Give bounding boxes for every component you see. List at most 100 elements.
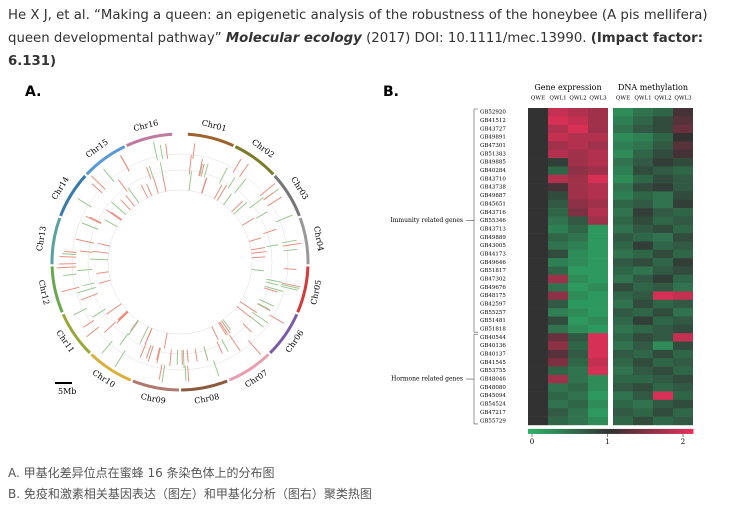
heat-cell (528, 116, 548, 125)
colorbar-segment (594, 428, 598, 434)
site-tick (266, 278, 283, 283)
site-tick (201, 177, 208, 194)
heat-cell (673, 408, 693, 417)
heat-cell (673, 216, 693, 226)
heat-cell (588, 399, 608, 409)
heat-cell (633, 233, 653, 242)
group-bracket (466, 108, 478, 333)
site-tick (90, 258, 109, 261)
site-tick (200, 163, 205, 177)
site-tick (203, 346, 208, 360)
heat-cell (613, 141, 633, 150)
heat-cell (568, 299, 588, 309)
heat-cell (568, 341, 588, 351)
colorbar-segment (574, 428, 578, 434)
heat-cell (548, 408, 568, 417)
heat-cell (613, 216, 633, 226)
colorbar-segment (657, 428, 661, 434)
group-label: Immunity related genes (390, 217, 463, 224)
heat-cell (548, 191, 568, 201)
heat-cell (548, 249, 568, 259)
heat-cell (613, 408, 633, 417)
site-tick (82, 282, 95, 287)
site-tick (267, 196, 282, 207)
colorbar-segment (528, 428, 532, 434)
colorbar-segment (665, 428, 669, 434)
heat-cell (613, 241, 633, 251)
gene-label: GB45651 (480, 201, 506, 207)
heat-cell (633, 141, 653, 150)
site-tick (239, 163, 249, 177)
site-tick (79, 250, 93, 253)
site-tick (218, 167, 228, 184)
heat-cell (588, 341, 608, 351)
site-tick (120, 155, 130, 172)
site-tick (221, 320, 231, 334)
heat-cell (653, 341, 673, 351)
heat-cell (528, 108, 548, 117)
site-tick (169, 349, 172, 367)
heat-cell (633, 308, 653, 317)
heat-cell (673, 124, 693, 134)
heat-cell (673, 108, 693, 117)
heat-cell (653, 308, 673, 317)
chromosome-arc (234, 145, 275, 176)
heat-cell (613, 124, 633, 134)
heat-cell (568, 249, 588, 259)
site-tick (77, 198, 92, 208)
heat-cell (633, 374, 653, 384)
chromosome-label: Chr13 (35, 225, 48, 251)
column-label: QWL3 (589, 96, 607, 102)
site-tick (186, 349, 189, 363)
heat-cell (528, 174, 548, 184)
site-tick (91, 183, 103, 194)
gene-label: GB47217 (480, 410, 506, 416)
gene-label: GB47302 (480, 276, 506, 282)
colorbar-segment (646, 428, 650, 434)
heat-cell (633, 291, 653, 301)
heat-cell (588, 283, 608, 292)
heat-cell (613, 149, 633, 159)
heat-cell (528, 216, 548, 226)
heat-cell (588, 266, 608, 276)
site-tick (110, 211, 123, 221)
heat-cell (528, 291, 548, 301)
heat-cell (548, 383, 568, 392)
site-tick (139, 343, 147, 358)
heat-cell (613, 349, 633, 359)
heat-cell (568, 349, 588, 359)
gene-label: GB55346 (480, 218, 506, 224)
site-tick (263, 228, 277, 235)
gene-label: GB54524 (480, 402, 506, 408)
site-tick (242, 323, 253, 333)
heat-cell (568, 116, 588, 125)
heat-cell (633, 333, 653, 342)
heat-cell (528, 224, 548, 234)
heat-cell (613, 166, 633, 176)
heat-cell (653, 124, 673, 134)
heat-cell (673, 274, 693, 284)
heat-cell (588, 358, 608, 367)
heat-cell (528, 241, 548, 251)
heat-cell (613, 116, 633, 125)
colorbar-segment (629, 428, 633, 434)
heat-cell (653, 133, 673, 142)
heat-cell (653, 333, 673, 342)
site-tick (269, 314, 285, 324)
heat-cell (653, 358, 673, 367)
site-tick (145, 344, 152, 359)
heat-cell (673, 233, 693, 242)
site-tick (61, 286, 80, 293)
site-tick (213, 184, 223, 199)
site-tick (81, 222, 99, 230)
column-label: QWL1 (634, 96, 651, 102)
heat-cell (568, 233, 588, 242)
site-tick (283, 268, 297, 270)
heat-cell (528, 308, 548, 317)
heat-cell (633, 408, 653, 417)
heat-cell (633, 108, 653, 117)
site-tick (119, 332, 129, 346)
heat-cell (673, 316, 693, 326)
heat-cell (653, 399, 673, 409)
